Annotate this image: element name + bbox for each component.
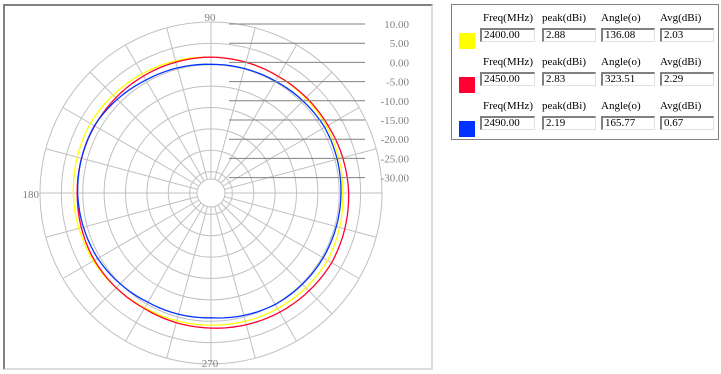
grid-spoke [220, 71, 333, 184]
legend-row-2450: Freq(MHz) peak(dBi) Angle(o) Avg(dBi) 24… [452, 56, 718, 100]
grid-spoke [217, 204, 297, 342]
legend-header-angle: Angle(o) [601, 56, 641, 68]
avg-field: 2.03 [660, 28, 714, 42]
angle-field: 136.08 [601, 28, 655, 42]
grid-spoke [62, 199, 200, 279]
grid-spoke [125, 204, 205, 342]
grid-spoke [220, 202, 333, 315]
grid-spoke [89, 71, 202, 184]
avg-field: 0.67 [660, 116, 714, 130]
radial-tick-label: 0.00 [390, 57, 410, 69]
peak-field: 2.83 [542, 72, 596, 86]
grid-spoke [224, 196, 377, 238]
grid-spoke [222, 107, 360, 187]
legend-swatch-red [459, 77, 475, 93]
freq-field: 2490.00 [480, 116, 535, 130]
radial-tick-label: -5.00 [386, 77, 409, 89]
grid-spoke [166, 206, 208, 359]
peak-field: 2.19 [542, 116, 596, 130]
legend-header-angle: Angle(o) [601, 100, 641, 112]
grid-spoke [125, 44, 205, 182]
angle-field: 165.77 [601, 116, 655, 130]
legend-header-avg: Avg(dBi) [660, 100, 702, 112]
legend-header-peak: peak(dBi) [542, 56, 586, 68]
grid-spoke [214, 27, 256, 180]
radial-tick-label: -15.00 [381, 115, 410, 127]
legend-header-angle: Angle(o) [601, 12, 641, 24]
radial-tick-label: -30.00 [381, 173, 410, 185]
legend-swatch-blue [459, 121, 475, 137]
legend-panel: Freq(MHz) peak(dBi) Angle(o) Avg(dBi) 24… [451, 4, 719, 140]
radial-tick-label: 5.00 [390, 38, 410, 50]
radial-tick-label: -25.00 [381, 153, 410, 165]
legend-header-peak: peak(dBi) [542, 12, 586, 24]
legend-header-avg: Avg(dBi) [660, 56, 702, 68]
legend-row-2400: Freq(MHz) peak(dBi) Angle(o) Avg(dBi) 24… [452, 12, 718, 56]
angle-field: 323.51 [601, 72, 655, 86]
legend-row-2490: Freq(MHz) peak(dBi) Angle(o) Avg(dBi) 24… [452, 100, 718, 144]
freq-field: 2400.00 [480, 28, 535, 42]
freq-field: 2450.00 [480, 72, 535, 86]
legend-swatch-yellow [459, 33, 475, 49]
grid-ring [196, 178, 226, 208]
polar-plot-svg: 10.00 5.00 0.00 -5.00 -10.00 -15.00 -20.00 -25.… [23, 12, 410, 368]
grid-spoke [222, 199, 360, 279]
legend-header-freq: Freq(MHz) [483, 56, 534, 68]
legend-header-freq: Freq(MHz) [483, 100, 534, 112]
grid-spoke [166, 27, 208, 180]
angle-label-180: 180 [23, 189, 40, 201]
grid-spoke [62, 107, 200, 187]
radial-tick-label: -10.00 [381, 96, 410, 108]
polar-plot-panel: 10.00 5.00 0.00 -5.00 -10.00 -15.00 -20.00 -25.… [3, 4, 433, 370]
radial-tick-label: 10.00 [384, 19, 409, 31]
angle-label-90: 90 [205, 12, 217, 24]
avg-field: 2.29 [660, 72, 714, 86]
legend-header-freq: Freq(MHz) [483, 12, 534, 24]
grid-spoke [224, 148, 377, 190]
grid-spoke [89, 202, 202, 315]
peak-field: 2.88 [542, 28, 596, 42]
grid-spoke [214, 206, 256, 359]
legend-header-avg: Avg(dBi) [660, 12, 702, 24]
legend-header-peak: peak(dBi) [542, 100, 586, 112]
grid-spoke [45, 196, 198, 238]
angle-label-270: 270 [202, 358, 219, 368]
grid-spoke [45, 148, 198, 190]
radial-tick-label: -20.00 [381, 134, 410, 146]
